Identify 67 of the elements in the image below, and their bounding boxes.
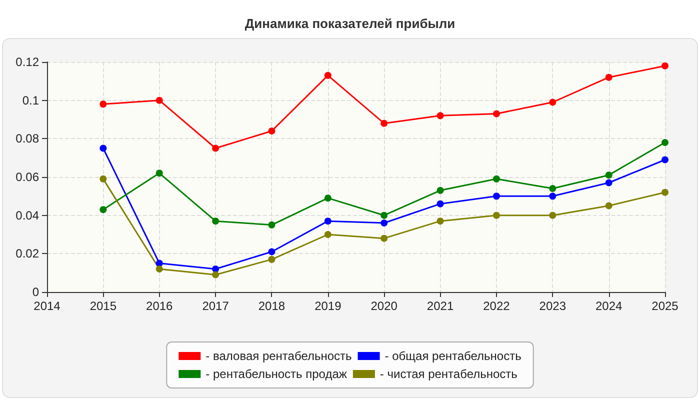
point <box>268 256 276 263</box>
y-tick-label: 0.1 <box>22 93 40 108</box>
y-tick-label: 0 <box>32 285 40 299</box>
point <box>212 266 220 272</box>
point <box>100 175 107 182</box>
x-tick-label: 2017 <box>202 299 230 313</box>
point <box>492 110 500 118</box>
point <box>380 120 388 127</box>
point <box>156 266 163 272</box>
point <box>492 212 500 219</box>
point <box>549 212 556 219</box>
y-tick-label: 0.12 <box>16 55 40 69</box>
point <box>324 72 332 79</box>
point <box>268 128 276 134</box>
point <box>380 220 388 226</box>
point <box>662 62 668 70</box>
point <box>156 170 163 177</box>
point <box>100 144 107 152</box>
chart-title: Динамика показателей прибыли <box>244 16 456 31</box>
legend-label: - чистая рентабельность <box>380 367 518 381</box>
point <box>662 156 668 164</box>
y-tick-label: 0.04 <box>16 208 40 222</box>
point <box>212 218 220 225</box>
point <box>324 231 332 238</box>
x-tick-label: 2021 <box>426 299 454 313</box>
point <box>605 172 612 179</box>
x-tick-label: 2025 <box>652 299 679 313</box>
point <box>380 212 388 219</box>
y-tick-label: 0.06 <box>16 170 40 184</box>
point <box>549 185 556 192</box>
x-tick-label: 2020 <box>370 299 398 313</box>
point <box>324 194 332 202</box>
point <box>212 144 220 152</box>
point <box>324 218 332 225</box>
x-tick-label: 2014 <box>34 299 61 313</box>
point <box>436 218 444 225</box>
point <box>156 96 163 104</box>
legend-label: - рентабельность продаж <box>206 367 347 381</box>
point <box>662 188 668 196</box>
point <box>100 100 107 108</box>
point <box>100 206 107 214</box>
point <box>605 179 612 186</box>
point <box>605 74 612 81</box>
x-tick-label: 2018 <box>258 299 286 313</box>
point <box>380 234 388 242</box>
point <box>268 221 276 228</box>
point <box>492 175 500 182</box>
point <box>436 112 444 120</box>
point <box>212 271 220 278</box>
point <box>549 192 556 200</box>
x-tick-label: 2022 <box>483 299 510 313</box>
point <box>605 202 612 210</box>
point <box>492 192 500 200</box>
x-tick-label: 2019 <box>314 299 342 313</box>
x-tick-label: 2023 <box>539 299 566 313</box>
legend-label: - валовая рентабельность <box>206 349 352 363</box>
x-tick-label: 2016 <box>146 299 174 313</box>
point <box>436 200 444 208</box>
point <box>268 248 276 256</box>
legend-label: - общая рентабельность <box>384 349 522 363</box>
point <box>549 98 556 106</box>
point <box>436 186 444 194</box>
point <box>662 139 668 146</box>
y-tick-label: 0.02 <box>16 246 40 261</box>
x-tick-label: 2024 <box>595 299 622 313</box>
x-tick-label: 2015 <box>90 299 117 313</box>
y-tick-label: 0.08 <box>16 132 40 146</box>
